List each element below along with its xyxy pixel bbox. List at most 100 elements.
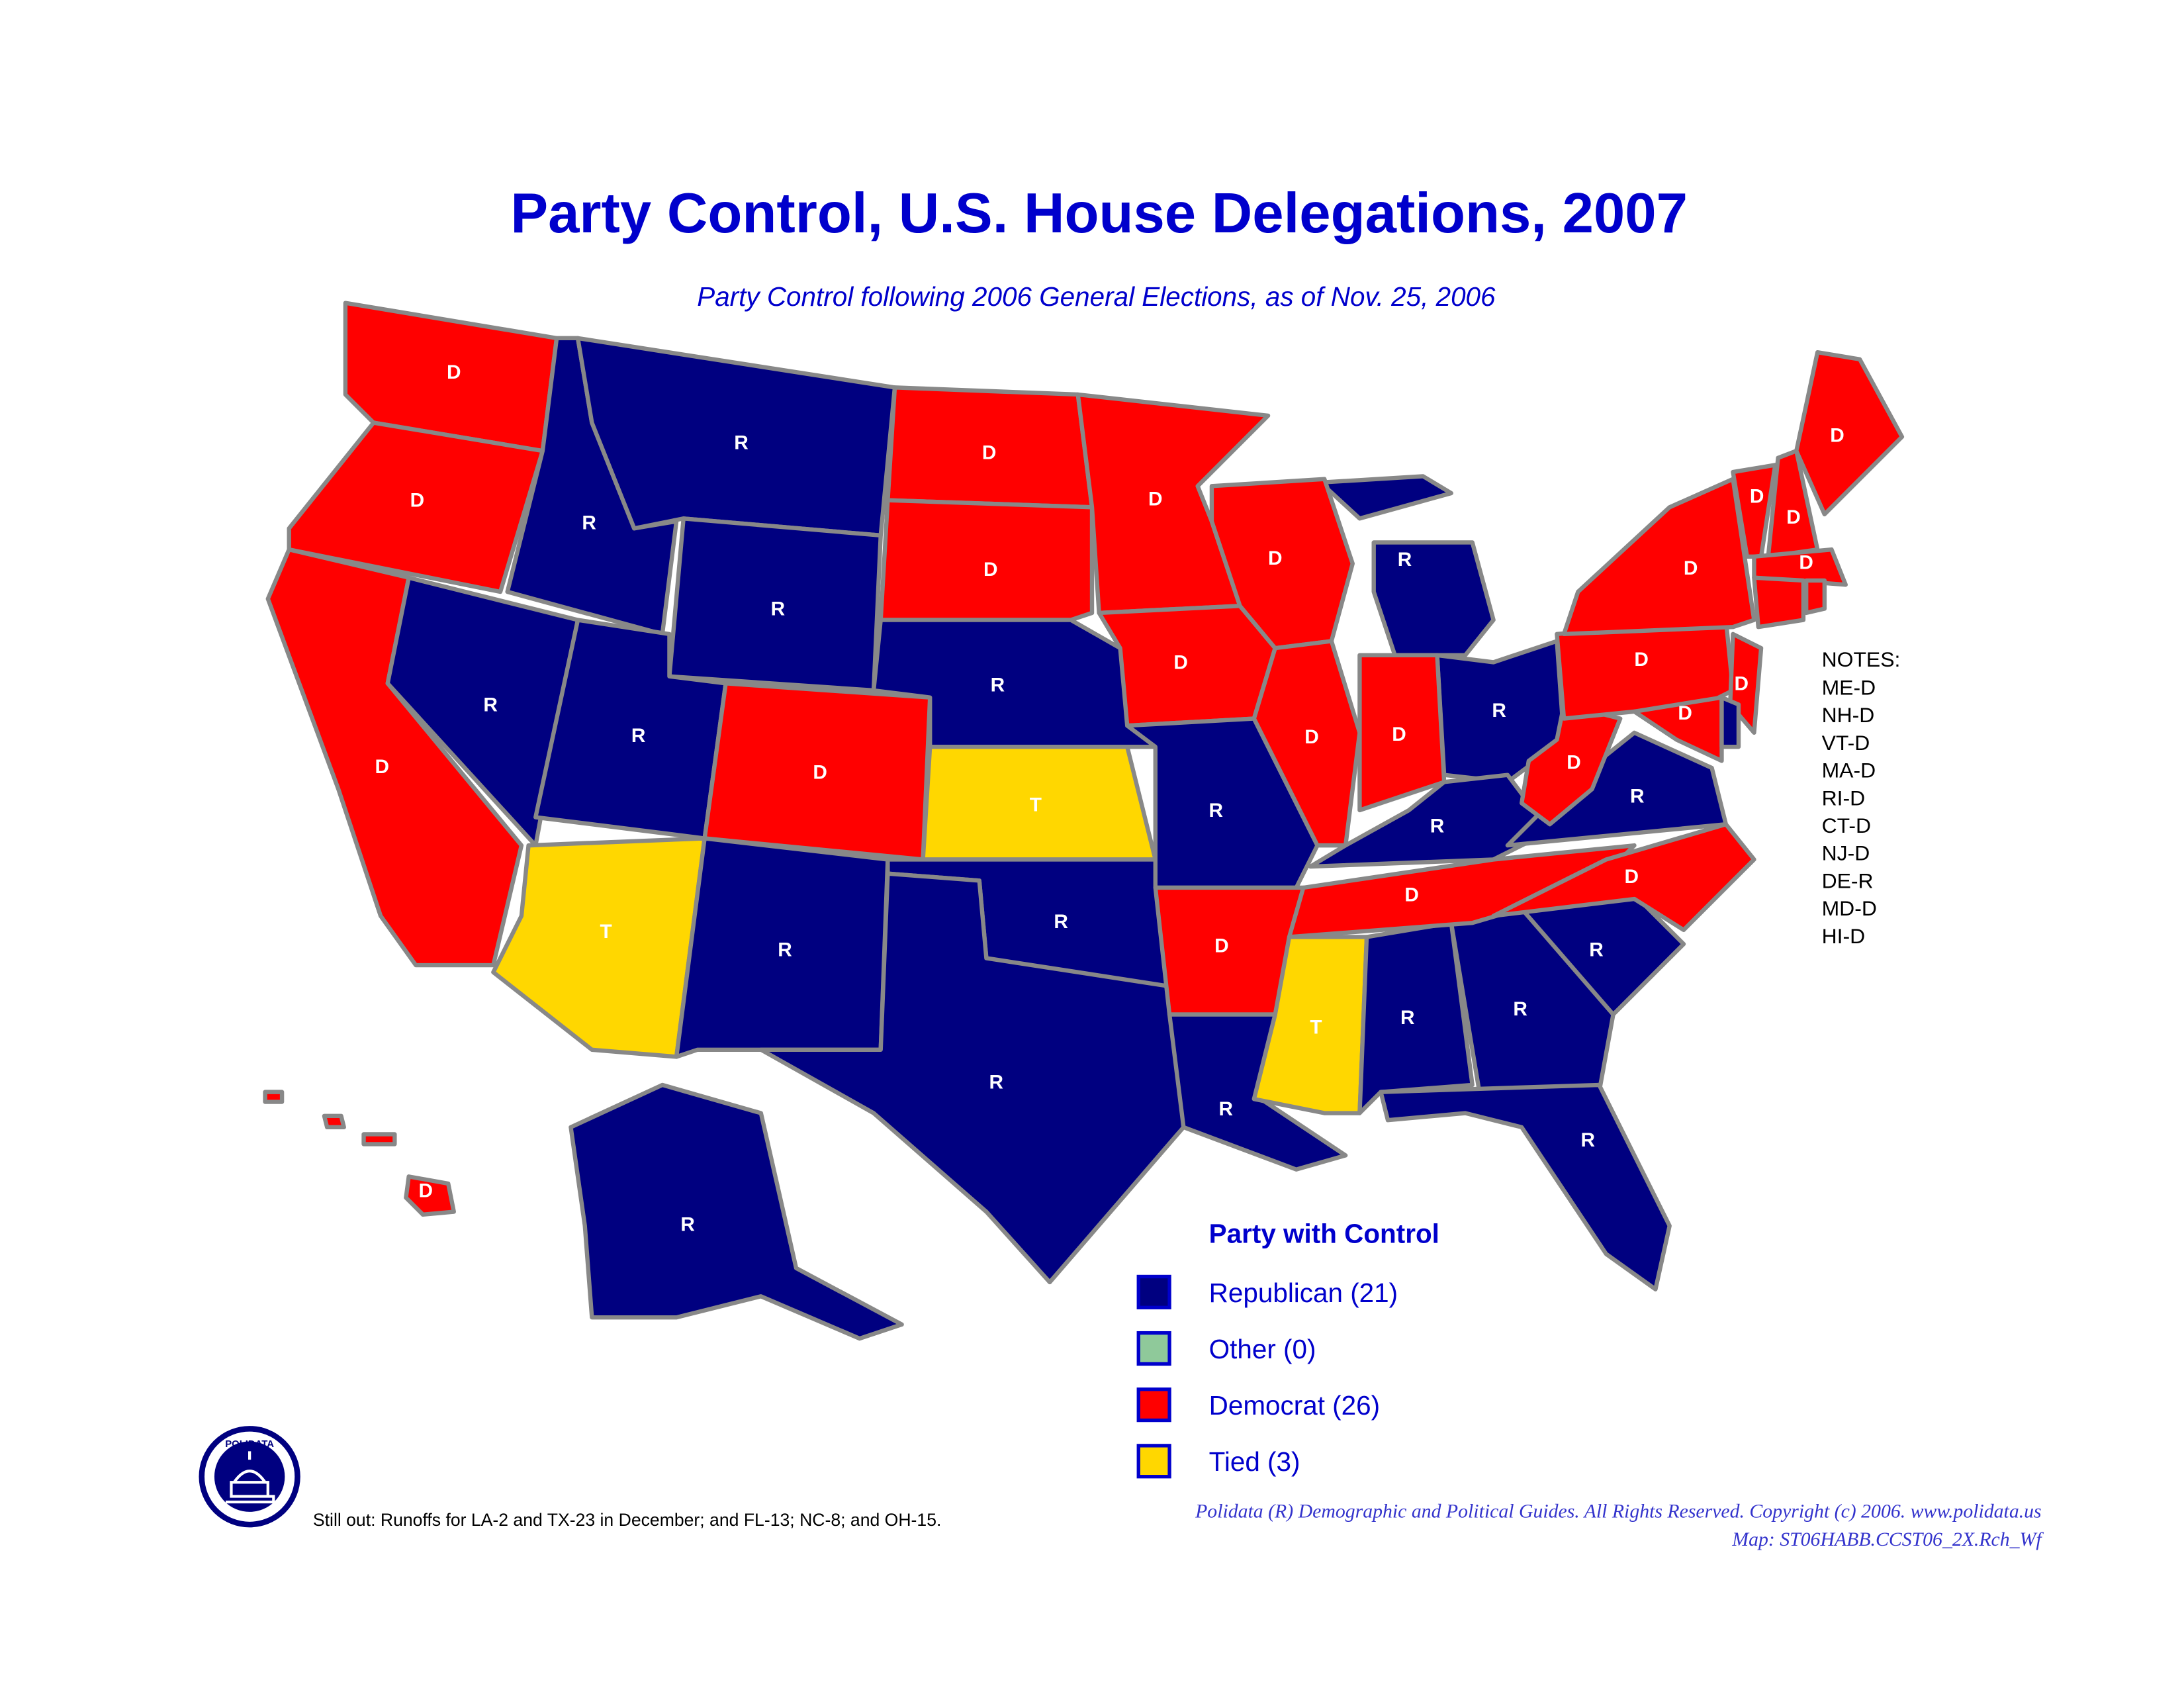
state: [569, 1082, 904, 1341]
logo-text: POLIDATA: [225, 1439, 274, 1450]
state-label: D: [813, 761, 827, 783]
state: [265, 547, 524, 968]
legend-label: Republican (21): [1209, 1278, 1398, 1308]
note-line: MD-D: [1822, 896, 1877, 920]
state-label: R: [1430, 815, 1445, 837]
state-label: D: [983, 559, 998, 581]
state-label: D: [982, 442, 997, 463]
state: [1752, 575, 1806, 630]
state-label: R: [1218, 1098, 1233, 1120]
copyright: Polidata (R) Demographic and Political G…: [1195, 1500, 2042, 1522]
state-label: D: [1830, 425, 1844, 447]
legend-label: Other (0): [1209, 1334, 1316, 1364]
state-label: D: [1404, 884, 1419, 906]
subtitle: Party Control following 2006 General Ele…: [697, 281, 1496, 312]
state-label: D: [1786, 506, 1801, 528]
state-label: D: [1735, 673, 1749, 694]
state-label: R: [483, 694, 498, 716]
state: [878, 498, 1095, 622]
state-label: D: [1268, 547, 1283, 569]
legend-swatch: [1136, 1331, 1171, 1366]
footnote: Still out: Runoffs for LA-2 and TX-23 in…: [313, 1510, 941, 1530]
state: [361, 1132, 397, 1147]
state-label: D: [1799, 551, 1813, 573]
note-line: RI-D: [1822, 786, 1866, 810]
note-line: NJ-D: [1822, 841, 1870, 865]
legend-label: Tied (3): [1209, 1446, 1300, 1477]
legend-title: Party with Control: [1209, 1218, 1439, 1248]
state-label: T: [1030, 794, 1042, 816]
state-label: D: [1304, 726, 1319, 748]
title: Party Control, U.S. House Delegations, 2…: [510, 182, 1688, 245]
state-label: R: [1580, 1129, 1595, 1151]
state: [287, 420, 545, 594]
state-label: R: [991, 674, 1005, 696]
state: [1379, 1082, 1672, 1291]
state-label: R: [1054, 911, 1068, 933]
state-label: R: [778, 939, 792, 961]
state-label: D: [1173, 651, 1188, 673]
state: [263, 1090, 285, 1104]
note-line: HI-D: [1822, 924, 1866, 948]
state-label: D: [447, 361, 461, 383]
state-label: D: [418, 1180, 433, 1202]
state: [404, 1174, 456, 1217]
legend-swatch: [1136, 1444, 1171, 1479]
notes: ME-D NH-D VT-D MA-D RI-D CT-D NJ-D DE-R MD-D HI-D: [1822, 675, 1877, 947]
note-line: MA-D: [1822, 759, 1876, 782]
legend-swatch: [1136, 1387, 1171, 1423]
state: [1561, 477, 1756, 637]
state-label: R: [1492, 700, 1506, 722]
state-label: D: [1567, 752, 1581, 774]
state-label: R: [1513, 998, 1527, 1020]
state: [1357, 653, 1447, 813]
state-label: R: [582, 512, 596, 534]
state-label: R: [771, 598, 786, 620]
legend-swatch: [1136, 1274, 1171, 1309]
note-line: CT-D: [1822, 814, 1871, 837]
state: [1752, 547, 1848, 587]
state-label: D: [1148, 489, 1163, 510]
state-label: R: [1400, 1007, 1415, 1029]
state-label: D: [1678, 702, 1692, 724]
note-line: NH-D: [1822, 703, 1875, 727]
state-label: T: [600, 921, 612, 943]
state-label: D: [1624, 866, 1639, 888]
map-id: Map: ST06HABB.CCST06_2X.Rch_Wf: [1731, 1528, 2044, 1550]
state: [1520, 702, 1623, 827]
state-label: R: [1630, 786, 1645, 808]
state-label: D: [410, 490, 425, 512]
legend: Republican (21) Other (0) Democrat (26) Tie…: [1136, 1274, 1398, 1479]
state-label: D: [1750, 485, 1764, 507]
state: [1803, 578, 1827, 616]
notes-title: NOTES:: [1822, 647, 1901, 671]
state-label: D: [375, 756, 389, 778]
state-label: R: [680, 1214, 695, 1236]
logo: POLIDATA: [199, 1426, 300, 1528]
state: [1371, 540, 1496, 657]
states: [263, 301, 1905, 1341]
state: [1794, 350, 1905, 517]
state-label: R: [989, 1072, 1004, 1094]
state: [1632, 695, 1724, 763]
state: [322, 1113, 346, 1130]
note-line: VT-D: [1822, 731, 1870, 755]
legend-label: Democrat (26): [1209, 1390, 1380, 1421]
state-label: R: [734, 432, 749, 453]
note-line: ME-D: [1822, 675, 1876, 699]
state-label: R: [631, 725, 646, 747]
state-label: D: [1634, 649, 1649, 671]
state-label: D: [1214, 935, 1229, 957]
state-label: T: [1310, 1017, 1322, 1039]
state-label: D: [1684, 557, 1698, 579]
state-label: R: [1209, 800, 1224, 821]
state: [491, 836, 707, 1059]
state-label: R: [1589, 939, 1604, 961]
state-label: R: [1398, 549, 1412, 571]
note-line: DE-R: [1822, 868, 1874, 892]
state: [1719, 695, 1741, 749]
state-label: D: [1392, 724, 1406, 745]
state: [1491, 822, 1756, 933]
